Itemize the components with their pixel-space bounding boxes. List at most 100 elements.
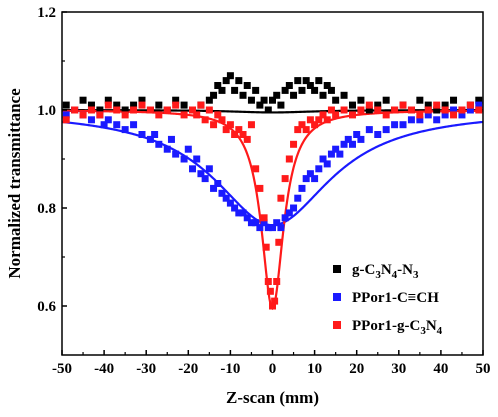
data-point-1 (319, 155, 327, 163)
data-point-2 (155, 111, 163, 119)
data-point-2 (319, 111, 327, 119)
data-point-1 (247, 219, 255, 227)
data-point-1 (475, 101, 483, 109)
data-point-0 (294, 77, 302, 85)
data-point-1 (197, 170, 205, 178)
legend-item-ppor1-g-c3n4: PPor1-g-C3N4 (333, 318, 443, 337)
data-point-0 (130, 101, 138, 109)
x-axis-title: Z-scan (mm) (226, 388, 319, 407)
data-point-2 (407, 106, 415, 114)
data-point-1 (130, 121, 138, 129)
data-markers (62, 72, 483, 310)
y-tick-label: 1.2 (37, 5, 56, 21)
data-point-2 (315, 116, 323, 124)
data-point-1 (146, 135, 154, 143)
data-point-1 (407, 116, 415, 124)
data-point-2 (243, 135, 251, 143)
data-point-0 (323, 82, 331, 89)
data-point-2 (441, 106, 449, 114)
data-point-0 (121, 106, 129, 114)
data-point-2 (163, 106, 171, 114)
data-point-1 (201, 175, 209, 183)
data-point-1 (311, 175, 319, 183)
data-point-1 (365, 126, 373, 134)
data-point-0 (247, 96, 255, 104)
data-point-1 (189, 165, 197, 173)
data-point-1 (180, 155, 188, 163)
x-tick-label: 20 (349, 361, 364, 377)
data-point-1 (256, 224, 264, 232)
data-point-1 (281, 214, 289, 222)
data-point-0 (281, 86, 289, 94)
data-point-2 (121, 111, 129, 119)
data-point-1 (357, 135, 365, 143)
data-point-2 (475, 106, 483, 114)
data-point-0 (277, 101, 285, 109)
data-point-2 (294, 126, 302, 134)
data-point-1 (269, 224, 276, 232)
data-point-0 (214, 82, 222, 89)
data-point-2 (450, 111, 458, 119)
data-point-1 (214, 180, 222, 187)
data-point-0 (138, 96, 146, 104)
data-point-1 (193, 155, 201, 163)
x-tick-label: -40 (94, 361, 114, 377)
data-point-2 (235, 126, 243, 134)
data-point-2 (264, 278, 272, 285)
legend-item-ppor1-c-ch: PPor1-C≡CH (333, 290, 439, 306)
data-point-1 (243, 214, 251, 222)
data-point-1 (340, 140, 348, 148)
data-point-2 (79, 111, 87, 119)
data-point-0 (475, 96, 483, 104)
data-point-1 (306, 170, 314, 178)
data-point-1 (466, 106, 474, 114)
x-tick-label: 40 (433, 361, 448, 377)
data-point-0 (306, 82, 314, 89)
data-point-0 (235, 77, 243, 85)
data-point-1 (163, 145, 171, 153)
x-tick-label: -20 (178, 361, 198, 377)
y-tick-label: 1.0 (37, 103, 56, 119)
data-point-1 (231, 204, 239, 212)
data-point-2 (348, 111, 356, 119)
data-point-2 (222, 126, 230, 134)
data-point-1 (226, 199, 234, 207)
y-tick-label: 0.8 (37, 201, 56, 217)
data-point-2 (391, 106, 399, 114)
data-point-1 (344, 135, 352, 143)
data-point-1 (172, 150, 180, 158)
data-point-0 (357, 96, 365, 104)
data-point-0 (365, 106, 373, 114)
data-point-2 (311, 121, 319, 129)
data-point-0 (416, 96, 424, 104)
data-point-1 (441, 111, 449, 119)
data-point-2 (266, 287, 274, 295)
data-point-2 (374, 106, 382, 114)
data-point-1 (416, 116, 424, 124)
data-point-2 (382, 111, 390, 119)
data-point-2 (424, 106, 432, 114)
data-point-0 (327, 86, 335, 94)
data-point-1 (264, 224, 272, 232)
data-point-0 (348, 101, 356, 109)
legend-label-ppor1-c-ch: PPor1-C≡CH (352, 290, 439, 306)
data-point-2 (277, 194, 285, 202)
data-point-1 (327, 150, 335, 158)
data-point-2 (71, 106, 79, 114)
fit-curve-2 (61, 109, 484, 311)
data-point-0 (424, 101, 432, 109)
data-point-2 (290, 140, 298, 148)
data-point-0 (172, 96, 180, 104)
data-point-0 (222, 77, 230, 85)
data-point-2 (239, 131, 247, 138)
data-point-2 (180, 111, 188, 119)
data-point-0 (79, 96, 87, 104)
x-tick-label: -50 (52, 361, 72, 377)
data-point-1 (290, 204, 298, 212)
data-point-1 (252, 219, 260, 227)
legend-marker-ppor1-g-c3n4 (333, 321, 341, 329)
data-point-1 (100, 121, 108, 129)
data-point-2 (218, 116, 226, 124)
data-point-1 (433, 116, 441, 124)
data-point-2 (340, 106, 348, 114)
